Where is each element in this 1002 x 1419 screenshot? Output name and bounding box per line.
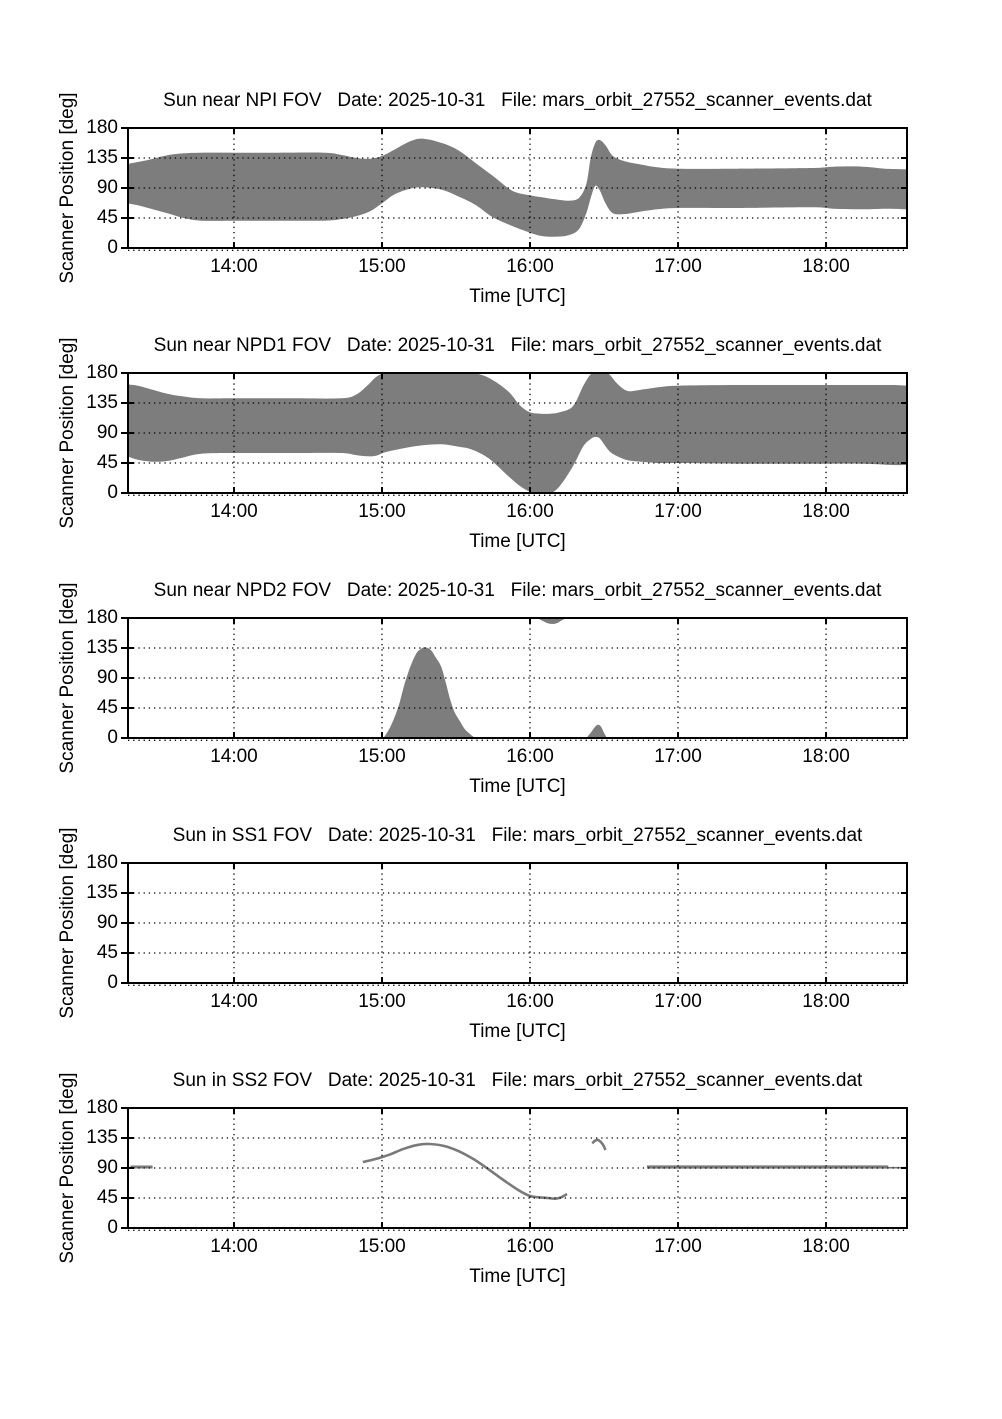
sun-near-fov-bump [586,724,607,738]
x-tick-label: 16:00 [506,1236,554,1257]
x-tick-label: 16:00 [506,256,554,277]
y-tick-label: 180 [86,852,118,873]
data-series-layer [383,618,607,738]
y-tick-label: 135 [86,1127,118,1148]
sun-in-fov-track-2 [362,1142,568,1201]
y-tick-label: 135 [86,637,118,658]
y-tick-label: 180 [86,362,118,383]
subplot-ss1-plot-area [121,862,908,986]
sun-near-fov-peak [383,647,476,738]
x-tick-label: 14:00 [210,746,258,767]
x-axis-label: Time [UTC] [469,1266,566,1287]
sun-in-fov-track-3 [591,1138,607,1151]
x-tick-label: 16:00 [506,991,554,1012]
subplot-npd1-title: Sun near NPD1 FOV Date: 2025-10-31 File:… [153,335,882,356]
x-tick-label: 17:00 [654,1236,702,1257]
x-tick-label: 16:00 [506,501,554,522]
grid-layer [128,128,907,251]
y-tick-label: 0 [107,972,118,993]
x-tick-label: 17:00 [654,746,702,767]
y-tick-label: 0 [107,482,118,503]
y-tick-label: 45 [96,697,118,718]
y-tick-label: 45 [96,452,118,473]
y-tick-label: 90 [96,1157,118,1178]
axis-layer [121,127,908,249]
y-tick-label: 90 [96,667,118,688]
subplot-npd2-title: Sun near NPD2 FOV Date: 2025-10-31 File:… [153,580,882,601]
x-tick-label: 15:00 [358,256,406,277]
x-axis-label: Time [UTC] [469,1021,566,1042]
x-tick-label: 17:00 [654,991,702,1012]
data-series-layer [128,373,907,493]
axis-layer [121,372,908,494]
y-tick-label: 90 [96,912,118,933]
y-tick-label: 180 [86,117,118,138]
y-tick-label: 0 [107,1217,118,1238]
x-tick-label: 15:00 [358,501,406,522]
x-tick-label: 14:00 [210,1236,258,1257]
x-tick-label: 15:00 [358,1236,406,1257]
y-tick-label: 135 [86,882,118,903]
x-tick-label: 14:00 [210,501,258,522]
y-tick-label: 0 [107,727,118,748]
x-tick-label: 18:00 [802,991,850,1012]
data-series-layer [128,138,907,237]
x-tick-label: 18:00 [802,1236,850,1257]
subplot-ss1-title: Sun in SS1 FOV Date: 2025-10-31 File: ma… [172,825,863,846]
y-tick-label: 45 [96,207,118,228]
x-axis-label: Time [UTC] [469,531,566,552]
axis-layer [121,862,908,984]
subplot-npi-title: Sun near NPI FOV Date: 2025-10-31 File: … [163,90,872,111]
x-tick-label: 17:00 [654,501,702,522]
subplot-ss2-plot-area [121,1107,908,1231]
x-tick-label: 15:00 [358,991,406,1012]
y-tick-label: 45 [96,942,118,963]
sun-near-fov-top-pocket [537,618,567,624]
x-tick-label: 18:00 [802,256,850,277]
y-tick-label: 135 [86,147,118,168]
y-tick-label: 45 [96,1187,118,1208]
x-axis-label: Time [UTC] [469,776,566,797]
subplot-npd1-plot-area [121,372,908,496]
sun-near-fov-band [128,138,907,237]
y-tick-label: 180 [86,1097,118,1118]
grid-layer [128,863,907,986]
y-tick-label: 90 [96,177,118,198]
y-tick-label: 180 [86,607,118,628]
axis-layer [121,1107,908,1229]
grid-layer [128,618,907,741]
x-tick-label: 17:00 [654,256,702,277]
subplot-npi-plot-area [121,127,908,251]
subplot-npd2-plot-area [121,617,908,741]
y-tick-label: 135 [86,392,118,413]
x-tick-label: 16:00 [506,746,554,767]
data-series-layer [130,1138,906,1201]
grid-layer [128,373,907,496]
subplot-ss2-title: Sun in SS2 FOV Date: 2025-10-31 File: ma… [172,1070,863,1091]
x-tick-label: 15:00 [358,746,406,767]
y-tick-label: 0 [107,237,118,258]
y-tick-label: 90 [96,422,118,443]
plot-frame [127,862,908,984]
x-tick-label: 14:00 [210,256,258,277]
axis-layer [121,617,908,739]
x-tick-label: 14:00 [210,991,258,1012]
grid-layer [128,1108,907,1231]
plot-frame [127,617,908,739]
x-axis-label: Time [UTC] [469,286,566,307]
x-tick-label: 18:00 [802,501,850,522]
sun-near-fov-band [128,373,907,493]
x-tick-label: 18:00 [802,746,850,767]
